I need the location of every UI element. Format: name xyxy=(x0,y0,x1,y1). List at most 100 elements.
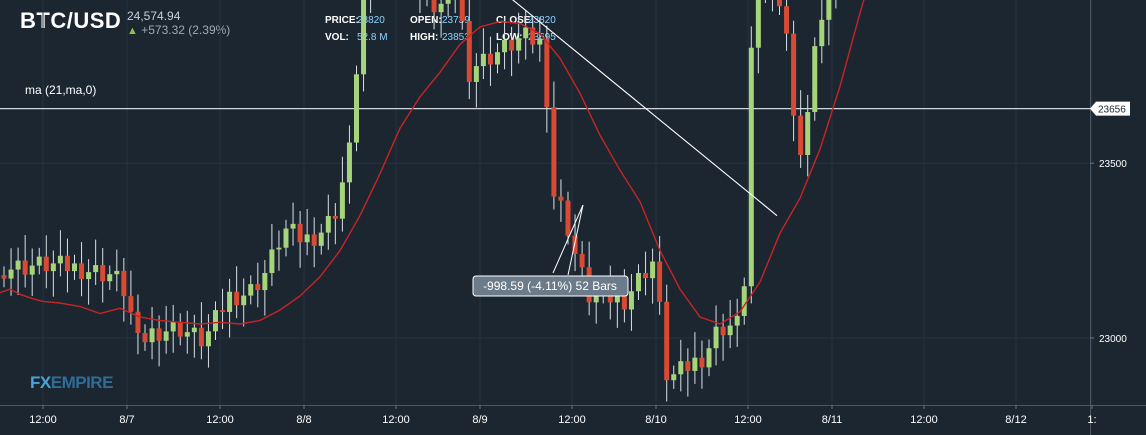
candle-up xyxy=(29,265,35,275)
stat-close-value: 23820 xyxy=(528,15,556,26)
moving-average-line xyxy=(0,0,865,325)
candle-down xyxy=(198,327,204,347)
measurement-label: -998.59 (-4.11%) 52 Bars xyxy=(483,279,617,293)
pair-title: BTC/USD xyxy=(20,8,122,33)
stat-vol-value: 52.8 M xyxy=(357,32,388,43)
candle-up xyxy=(57,255,63,264)
candle-down xyxy=(459,0,465,22)
candle-down xyxy=(135,311,141,333)
x-tick-label: 8/7 xyxy=(119,414,134,426)
candle-down xyxy=(128,296,134,312)
y-tick-label: 23000 xyxy=(1099,334,1127,345)
candle-down xyxy=(234,291,240,306)
candle-up xyxy=(495,52,500,65)
candle-down xyxy=(142,332,148,343)
candle-down xyxy=(784,6,790,34)
candle-down xyxy=(79,263,85,280)
candle-down xyxy=(121,270,127,297)
stat-close-label: CLOSE: xyxy=(496,15,534,26)
candle-down xyxy=(720,326,726,336)
x-tick-label: 1: xyxy=(1087,414,1096,426)
candle-down xyxy=(558,196,564,201)
candle-down xyxy=(466,21,472,82)
candle-down xyxy=(777,0,782,7)
candle-up xyxy=(812,46,818,113)
stat-price-label: PRICE: xyxy=(325,15,359,26)
candle-up xyxy=(191,327,197,333)
stat-vol-label: VOL: xyxy=(325,32,349,43)
candle-down xyxy=(100,265,106,282)
candle-down xyxy=(643,272,649,279)
y-tick-label: 23500 xyxy=(1099,159,1127,170)
candle-down xyxy=(685,361,691,371)
candle-up xyxy=(107,274,113,282)
candle-down xyxy=(22,260,28,275)
candle-down xyxy=(297,223,303,243)
candle-up xyxy=(445,0,451,4)
x-tick-label: 12:00 xyxy=(558,414,586,426)
candle-down xyxy=(791,33,797,116)
candle-up xyxy=(354,74,359,143)
stat-high-value: 23853 xyxy=(442,32,470,43)
price-change: ▲ +573.32 (2.39%) xyxy=(127,23,230,37)
candle-up xyxy=(650,261,656,279)
candle-up xyxy=(50,263,56,272)
x-tick-label: 12:00 xyxy=(910,414,938,426)
x-tick-label: 12:00 xyxy=(29,414,57,426)
candle-up xyxy=(819,19,825,47)
candle-up xyxy=(361,0,367,75)
stat-high-label: HIGH: xyxy=(410,32,439,43)
candle-up xyxy=(184,332,190,337)
trendline xyxy=(512,0,778,217)
candle-down xyxy=(565,200,571,236)
candle-down xyxy=(64,255,70,272)
arrow-up-icon: ▲ xyxy=(127,25,138,37)
candle-up xyxy=(805,112,811,156)
candle-down xyxy=(530,27,536,45)
x-tick-label: 12:00 xyxy=(734,414,762,426)
candle-down xyxy=(544,38,550,108)
candle-up xyxy=(8,269,14,279)
candle-up xyxy=(269,249,275,273)
x-tick-label: 12:00 xyxy=(382,414,410,426)
candle-down xyxy=(220,310,226,312)
x-tick-label: 12:00 xyxy=(206,414,234,426)
candle-up xyxy=(706,348,712,368)
candle-up xyxy=(149,328,155,343)
candle-up xyxy=(248,284,254,296)
candle-down xyxy=(621,294,627,310)
candle-up xyxy=(36,256,42,266)
x-tick-label: 8/11 xyxy=(822,414,843,426)
candle-up xyxy=(727,325,733,336)
x-tick-label: 8/12 xyxy=(1005,414,1026,426)
candle-up xyxy=(318,232,324,246)
candle-up xyxy=(713,326,719,349)
level-label-box xyxy=(1090,101,1130,116)
candle-up xyxy=(72,263,77,272)
stat-low-value: 23695 xyxy=(528,32,556,43)
candle-up xyxy=(741,286,747,316)
candle-up xyxy=(516,38,522,51)
stat-open-value: 23739 xyxy=(442,15,470,26)
candle-down xyxy=(798,115,804,156)
candle-up xyxy=(86,272,92,280)
candle-down xyxy=(255,284,261,291)
candle-down xyxy=(1,275,7,279)
candle-down xyxy=(332,215,338,219)
candle-up xyxy=(826,0,832,20)
candle-up xyxy=(205,331,211,347)
candle-down xyxy=(664,301,670,381)
candle-up xyxy=(636,272,641,292)
candle-down xyxy=(657,261,663,302)
candle-up xyxy=(114,270,120,275)
candle-up xyxy=(283,228,289,248)
candle-up xyxy=(734,315,740,326)
candle-down xyxy=(699,357,705,368)
candle-up xyxy=(671,374,677,381)
x-tick-label: 8/8 xyxy=(296,414,311,426)
candle-up xyxy=(241,295,247,306)
candle-down xyxy=(551,107,557,197)
candle-up xyxy=(276,247,282,250)
candle-up xyxy=(290,223,296,229)
